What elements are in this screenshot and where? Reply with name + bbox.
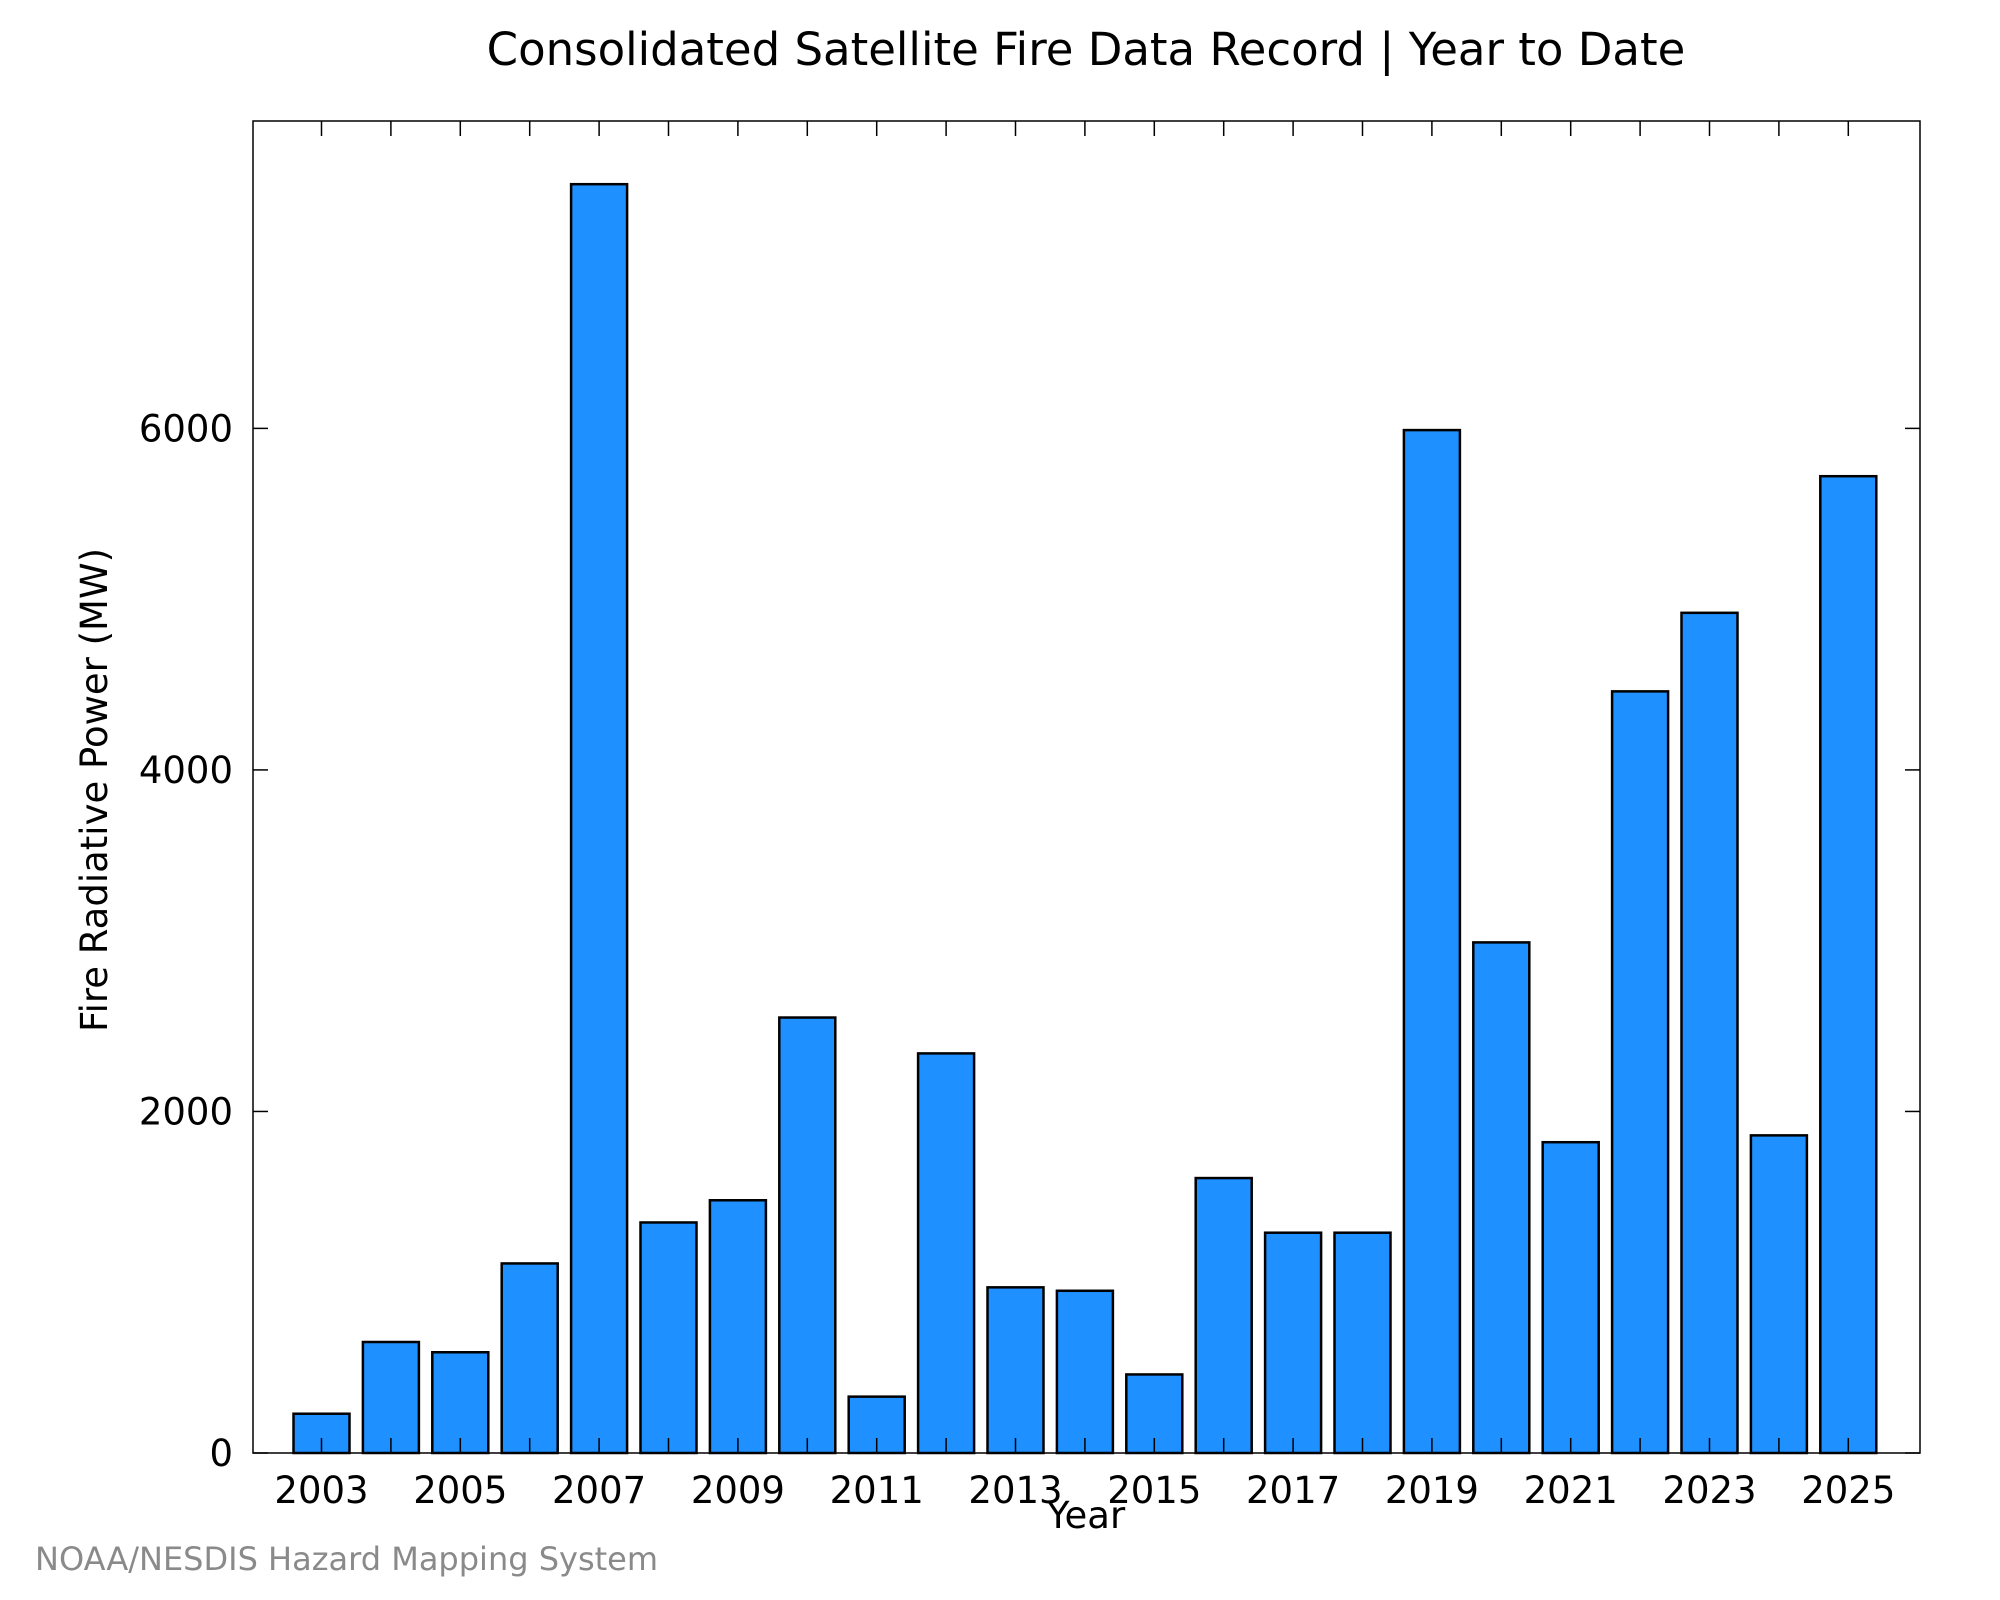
x-tick-label-2025: 2025 xyxy=(1801,1469,1895,1512)
plot-frame xyxy=(252,120,1921,1454)
bar-2013 xyxy=(986,1286,1045,1455)
x-tick-label-2021: 2021 xyxy=(1524,1469,1618,1512)
x-tick-label-2013: 2013 xyxy=(968,1469,1062,1512)
x-tick-label-2023: 2023 xyxy=(1662,1469,1756,1512)
bar-2014 xyxy=(1055,1289,1115,1455)
bar-2025 xyxy=(1819,474,1878,1455)
bar-2006 xyxy=(500,1262,559,1455)
bar-2007 xyxy=(569,182,629,1455)
y-tick-label-0: 0 xyxy=(209,1432,233,1475)
ticks-group: 2003 2005 2007 2009 2011 2013 2015 2017 2019 2021… xyxy=(139,121,1920,1512)
y-tick-label-2000: 2000 xyxy=(139,1090,233,1133)
bar-2016 xyxy=(1194,1176,1253,1455)
x-tick-label-2017: 2017 xyxy=(1246,1469,1340,1512)
x-tick-label-2011: 2011 xyxy=(830,1469,924,1512)
x-axis-label: Year xyxy=(1046,1494,1126,1537)
bar-2019 xyxy=(1402,428,1462,1455)
bar-2024 xyxy=(1749,1134,1809,1455)
x-tick-label-2007: 2007 xyxy=(552,1469,646,1512)
bar-2022 xyxy=(1610,690,1670,1455)
bar-2004 xyxy=(361,1340,421,1455)
bar-2008 xyxy=(639,1221,698,1455)
bar-2012 xyxy=(916,1052,976,1455)
bar-2009 xyxy=(708,1199,768,1455)
bar-2020 xyxy=(1472,941,1531,1455)
bar-2010 xyxy=(778,1016,837,1455)
y-tick-label-4000: 4000 xyxy=(139,749,233,792)
bar-2018 xyxy=(1333,1231,1392,1455)
x-tick-label-2015: 2015 xyxy=(1107,1469,1201,1512)
source-credit: NOAA/NESDIS Hazard Mapping System xyxy=(35,1540,659,1578)
x-tick-label-2003: 2003 xyxy=(274,1469,368,1512)
bar-2021 xyxy=(1541,1140,1600,1455)
chart-title: Consolidated Satellite Fire Data Record … xyxy=(487,23,1686,76)
y-axis-label: Fire Radiative Power (MW) xyxy=(73,548,116,1032)
bar-2023 xyxy=(1680,611,1739,1455)
bar-2005 xyxy=(431,1350,490,1455)
y-tick-label-6000: 6000 xyxy=(139,407,233,450)
x-tick-label-2005: 2005 xyxy=(413,1469,507,1512)
bar-2017 xyxy=(1263,1231,1323,1455)
x-tick-label-2019: 2019 xyxy=(1385,1469,1479,1512)
x-tick-label-2009: 2009 xyxy=(691,1469,785,1512)
bars-group xyxy=(292,182,1878,1455)
